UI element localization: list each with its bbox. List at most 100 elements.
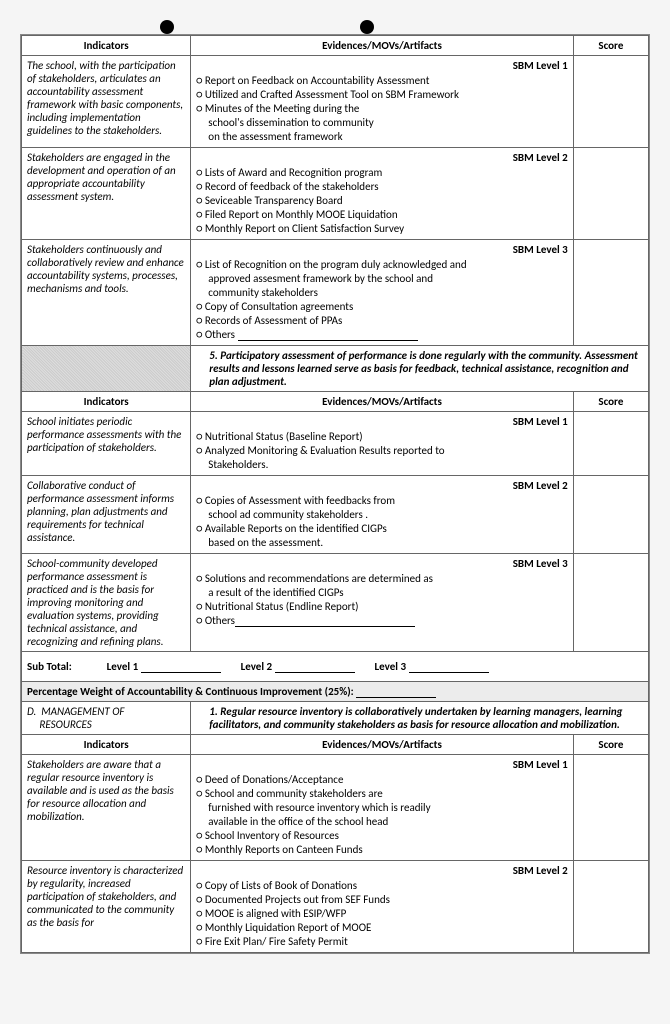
- indicator-text: The school, with the participation of st…: [22, 56, 191, 148]
- bullet: ○ Deed of Donations/Acceptance: [196, 773, 567, 786]
- bullet: ○ Available Reports on the identified CI…: [196, 522, 567, 535]
- indicator-text: School-community developed performance a…: [22, 554, 191, 652]
- bullet: ○ Monthly Reports on Canteen Funds: [196, 843, 567, 856]
- bullet: Stakeholders.: [196, 458, 567, 471]
- indicator-text: Collaborative conduct of performance ass…: [22, 476, 191, 554]
- score-cell[interactable]: [573, 476, 648, 554]
- bullet: ○ Fire Exit Plan/ Fire Safety Permit: [196, 935, 567, 948]
- bullet: ○ Copy of Consultation agreements: [196, 300, 567, 313]
- bullet: ○ Copies of Assessment with feedbacks fr…: [196, 494, 567, 507]
- score-cell[interactable]: [573, 861, 648, 953]
- blank-line[interactable]: [409, 662, 489, 673]
- evidence-cell: SBM Level 2 ○ Lists of Award and Recogni…: [191, 148, 573, 240]
- header-row-3: Indicators Evidences/MOVs/Artifacts Scor…: [22, 735, 649, 755]
- bullet: ○ Filed Report on Monthly MOOE Liquidati…: [196, 208, 567, 221]
- bullet: ○ Report on Feedback on Accountability A…: [196, 74, 567, 87]
- indicator-text: Resource inventory is characterized by r…: [22, 861, 191, 953]
- blank-line[interactable]: [275, 662, 355, 673]
- percentage-row: Percentage Weight of Accountability & Co…: [22, 682, 649, 702]
- bullet: based on the assessment.: [196, 536, 567, 549]
- sbm-level-label: SBM Level 1: [196, 415, 567, 428]
- score-cell[interactable]: [573, 755, 648, 861]
- col-indicators: Indicators: [22, 392, 191, 412]
- bullet: ○ School and community stakeholders are: [196, 787, 567, 800]
- subtotal-row: Sub Total: Level 1 Level 2 Level 3: [22, 652, 649, 682]
- score-cell[interactable]: [573, 554, 648, 652]
- col-score: Score: [573, 36, 648, 56]
- sbm-level-label: SBM Level 1: [196, 59, 567, 72]
- document-page: Indicators Evidences/MOVs/Artifacts Scor…: [20, 34, 650, 954]
- bullet: ○ Monthly Liquidation Report of MOOE: [196, 921, 567, 934]
- bullet: approved assesment framework by the scho…: [196, 272, 567, 285]
- bullet: ○ Minutes of the Meeting during the: [196, 102, 567, 115]
- level3-label: Level 3: [375, 660, 407, 673]
- bullet: ○ Monthly Report on Client Satisfaction …: [196, 222, 567, 235]
- punch-holes: [20, 20, 650, 34]
- bullet: a result of the identified CIGPs: [196, 586, 567, 599]
- table-row: School initiates periodic performance as…: [22, 412, 649, 476]
- blank-line[interactable]: [235, 616, 415, 627]
- bullet: ○ MOOE is aligned with ESIP/WFP: [196, 907, 567, 920]
- bullet: ○ List of Recognition on the program dul…: [196, 258, 567, 271]
- evidence-cell: SBM Level 2 ○ Copies of Assessment with …: [191, 476, 573, 554]
- subtotal-cell: Sub Total: Level 1 Level 2 Level 3: [22, 652, 649, 682]
- table-row: Stakeholders continuously and collaborat…: [22, 240, 649, 346]
- sbm-level-label: SBM Level 1: [196, 758, 567, 771]
- table-row: Stakeholders are aware that a regular re…: [22, 755, 649, 861]
- col-evidences: Evidences/MOVs/Artifacts: [191, 392, 573, 412]
- shaded-cell: [22, 346, 191, 392]
- bullet: school ad community stakeholders .: [196, 508, 567, 521]
- col-score: Score: [573, 735, 648, 755]
- bullet: ○ Seviceable Transparency Board: [196, 194, 567, 207]
- col-indicators: Indicators: [22, 735, 191, 755]
- evidence-cell: SBM Level 1 ○ Nutritional Status (Baseli…: [191, 412, 573, 476]
- evidence-cell: SBM Level 3 ○ Solutions and recommendati…: [191, 554, 573, 652]
- evidence-cell: SBM Level 1 ○ Report on Feedback on Acco…: [191, 56, 573, 148]
- table-row: Collaborative conduct of performance ass…: [22, 476, 649, 554]
- bullet: ○ Utilized and Crafted Assessment Tool o…: [196, 88, 567, 101]
- blank-line[interactable]: [356, 687, 436, 698]
- sbm-level-label: SBM Level 3: [196, 243, 567, 256]
- level1-label: Level 1: [107, 660, 139, 673]
- table-row: The school, with the participation of st…: [22, 56, 649, 148]
- section-d-criteria: 1. Regular resource inventory is collabo…: [191, 702, 649, 735]
- indicator-text: Stakeholders continuously and collaborat…: [22, 240, 191, 346]
- table-row: Resource inventory is characterized by r…: [22, 861, 649, 953]
- blank-line[interactable]: [238, 330, 418, 341]
- sbm-level-label: SBM Level 3: [196, 557, 567, 570]
- bullet: ○ Nutritional Status (Endline Report): [196, 600, 567, 613]
- bullet: on the assessment framework: [196, 130, 567, 143]
- section-d-title: D. MANAGEMENT OF RESOURCES: [22, 702, 191, 735]
- main-table: Indicators Evidences/MOVs/Artifacts Scor…: [21, 35, 649, 953]
- col-evidences: Evidences/MOVs/Artifacts: [191, 36, 573, 56]
- bullet: community stakeholders: [196, 286, 567, 299]
- subtotal-label: Sub Total:: [27, 660, 72, 673]
- bullet: ○ Others: [196, 328, 567, 341]
- blank-line[interactable]: [141, 662, 221, 673]
- sbm-level-label: SBM Level 2: [196, 864, 567, 877]
- bullet: ○ Analyzed Monitoring & Evaluation Resul…: [196, 444, 567, 457]
- indicator-text: School initiates periodic performance as…: [22, 412, 191, 476]
- score-cell[interactable]: [573, 56, 648, 148]
- bullet: ○ Record of feedback of the stakeholders: [196, 180, 567, 193]
- bullet: furnished with resource inventory which …: [196, 801, 567, 814]
- score-cell[interactable]: [573, 412, 648, 476]
- score-cell[interactable]: [573, 240, 648, 346]
- score-cell[interactable]: [573, 148, 648, 240]
- table-row: School-community developed performance a…: [22, 554, 649, 652]
- percentage-cell: Percentage Weight of Accountability & Co…: [22, 682, 649, 702]
- evidence-cell: SBM Level 3 ○ List of Recognition on the…: [191, 240, 573, 346]
- section-d-row: D. MANAGEMENT OF RESOURCES 1. Regular re…: [22, 702, 649, 735]
- indicator-text: Stakeholders are engaged in the developm…: [22, 148, 191, 240]
- indicator-text: Stakeholders are aware that a regular re…: [22, 755, 191, 861]
- percentage-text: Percentage Weight of Accountability & Co…: [27, 685, 354, 698]
- header-row-2: Indicators Evidences/MOVs/Artifacts Scor…: [22, 392, 649, 412]
- bullet: ○ School Inventory of Resources: [196, 829, 567, 842]
- bullet: ○ Copy of Lists of Book of Donations: [196, 879, 567, 892]
- evidence-cell: SBM Level 1 ○ Deed of Donations/Acceptan…: [191, 755, 573, 861]
- bullet: ○ Records of Assessment of PPAs: [196, 314, 567, 327]
- col-indicators: Indicators: [22, 36, 191, 56]
- bullet: school's dissemination to community: [196, 116, 567, 129]
- sbm-level-label: SBM Level 2: [196, 151, 567, 164]
- sbm-level-label: SBM Level 2: [196, 479, 567, 492]
